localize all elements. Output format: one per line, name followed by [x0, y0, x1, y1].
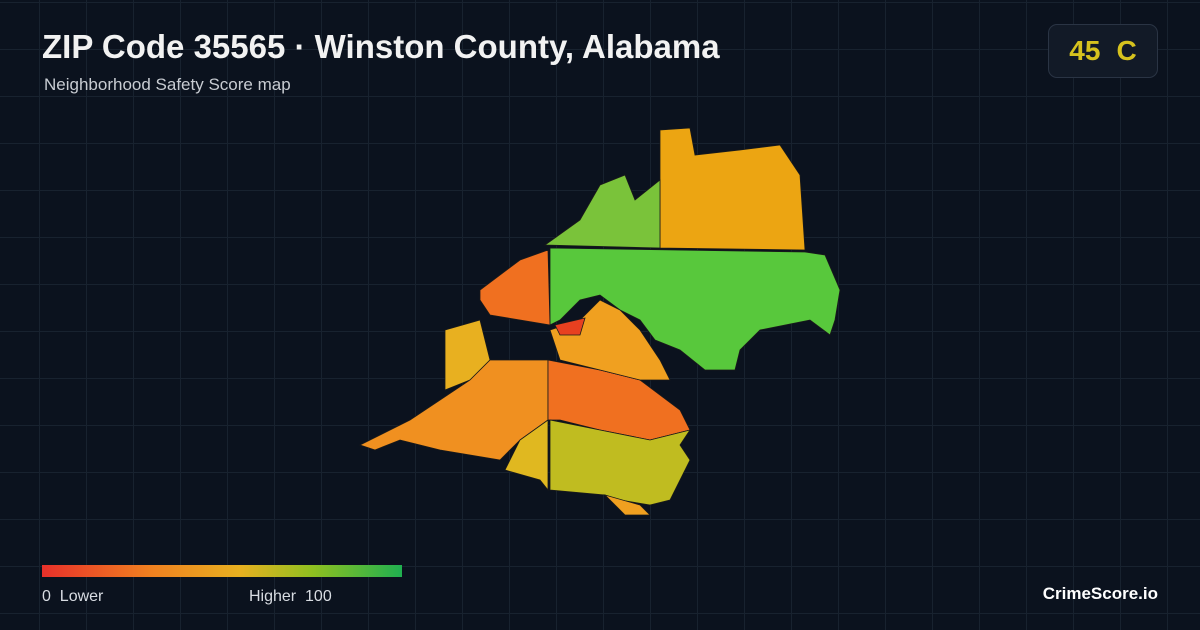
region — [549, 247, 841, 371]
title: ZIP Code 35565 · Winston County, Alabama — [42, 28, 720, 65]
legend-min-label: Lower — [59, 588, 104, 605]
legend-min: 0 Lower — [42, 588, 103, 606]
region — [603, 494, 651, 516]
region — [504, 419, 549, 492]
region — [659, 127, 806, 251]
legend-max-value: 100 — [305, 588, 332, 605]
score-grade: C — [1116, 35, 1137, 66]
score-value: 45 — [1069, 35, 1101, 66]
legend-bar — [42, 565, 402, 577]
subtitle: Neighborhood Safety Score map — [44, 75, 291, 94]
score-badge: 45 C — [1048, 24, 1158, 78]
brand: CrimeScore.io — [1042, 584, 1158, 603]
legend-max-label: Higher — [249, 588, 297, 605]
region — [479, 249, 551, 326]
region — [543, 174, 661, 249]
legend-min-value: 0 — [42, 588, 51, 605]
region — [554, 317, 586, 336]
legend-max: Higher 100 — [249, 588, 332, 606]
